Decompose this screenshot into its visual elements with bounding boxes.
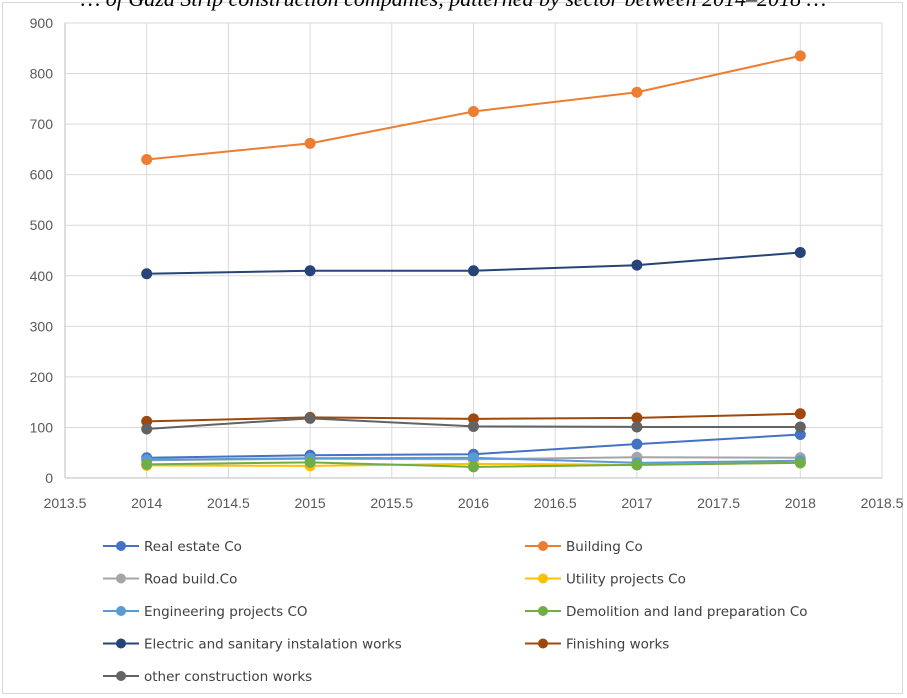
chart-grid	[65, 22, 883, 478]
data-point-demolition-and-land-preparation-co	[631, 459, 643, 471]
legend-entry: Demolition and land preparation Co	[525, 604, 808, 620]
legend-entry: Building Co	[525, 539, 643, 555]
legend-entry: Road build.Co	[103, 572, 237, 588]
legend-label: Engineering projects CO	[144, 604, 308, 620]
x-tick-label: 2015	[295, 495, 326, 511]
data-point-building-co	[468, 105, 479, 117]
data-point-electric-and-sanitary-instalation-works	[794, 247, 806, 259]
data-point-building-co	[794, 50, 806, 62]
legend-label: Finishing works	[566, 637, 669, 653]
x-tick-label: 2013.5	[44, 495, 87, 511]
data-point-other-construction-works	[468, 420, 479, 432]
y-tick-label: 700	[30, 116, 54, 132]
legend-marker	[116, 573, 126, 584]
y-tick-label: 300	[30, 318, 54, 334]
chart-axes	[64, 23, 882, 479]
x-tick-label: 2015.5	[370, 495, 413, 511]
data-point-building-co	[631, 86, 643, 98]
legend-label: Electric and sanitary instalation works	[144, 637, 402, 653]
data-point-demolition-and-land-preparation-co	[141, 458, 153, 470]
legend-marker	[538, 541, 548, 551]
legend: Real estate Co Building Co Road build.Co Ut…	[103, 539, 808, 685]
data-point-electric-and-sanitary-instalation-works	[631, 259, 643, 271]
legend-label: Real estate Co	[144, 539, 242, 555]
legend-marker	[116, 541, 126, 551]
legend-marker	[116, 606, 126, 616]
legend-entry: Electric and sanitary instalation works	[103, 637, 402, 653]
x-tick-label: 2018.5	[861, 495, 904, 511]
data-point-finishing-works	[631, 412, 643, 424]
data-point-building-co	[141, 154, 153, 165]
data-point-other-construction-works	[794, 421, 806, 433]
data-point-electric-and-sanitary-instalation-works	[141, 268, 153, 280]
y-tick-label: 0	[45, 470, 53, 486]
legend-entry: Utility projects Co	[525, 572, 686, 588]
legend-marker	[116, 638, 126, 649]
legend-entry: Engineering projects CO	[103, 604, 308, 620]
y-tick-label: 800	[30, 66, 54, 82]
legend-label: Demolition and land preparation Co	[566, 604, 808, 620]
x-tick-label: 2016	[458, 495, 489, 511]
data-point-building-co	[304, 137, 316, 149]
legend-marker	[538, 573, 548, 584]
legend-entry: Real estate Co	[103, 539, 242, 555]
legend-label: Building Co	[566, 539, 643, 555]
y-tick-label: 200	[30, 369, 54, 385]
legend-entry: Finishing works	[525, 637, 669, 653]
x-tick-label: 2016.5	[534, 495, 577, 511]
x-tick-label: 2017.5	[697, 495, 740, 511]
x-tick-label: 2014.5	[207, 495, 250, 511]
data-point-electric-and-sanitary-instalation-works	[304, 265, 316, 277]
y-tick-label: 900	[30, 15, 54, 31]
legend-marker	[538, 638, 548, 649]
x-tick-label: 2018	[785, 495, 816, 511]
data-point-electric-and-sanitary-instalation-works	[468, 265, 479, 277]
x-tick-label: 2014	[131, 495, 162, 511]
data-point-demolition-and-land-preparation-co	[304, 456, 316, 468]
y-tick-label: 400	[30, 268, 54, 284]
legend-marker	[538, 606, 548, 616]
data-point-other-construction-works	[304, 412, 316, 424]
legend-marker	[116, 671, 126, 681]
data-point-other-construction-works	[631, 421, 643, 433]
legend-entry: other construction works	[103, 669, 312, 685]
data-point-demolition-and-land-preparation-co	[468, 461, 479, 473]
legend-label: Utility projects Co	[566, 572, 686, 588]
data-point-engineering-projects-co	[468, 452, 479, 464]
legend-label: other construction works	[144, 669, 312, 685]
figure-caption: … of Gaza Strip construction companies, …	[0, 0, 907, 12]
y-tick-label: 600	[30, 167, 54, 183]
y-tick-label: 100	[30, 419, 54, 435]
data-point-finishing-works	[794, 408, 806, 420]
tick-labels: 2013.5 2014 2014.5 2015 2015.5 2016 2016.5 2017…	[30, 15, 904, 511]
y-tick-label: 500	[30, 217, 54, 233]
plot-area	[141, 50, 806, 473]
legend-label: Road build.Co	[144, 572, 237, 588]
data-point-other-construction-works	[141, 423, 153, 435]
data-point-real-estate-co	[631, 438, 643, 450]
data-point-demolition-and-land-preparation-co	[794, 457, 806, 469]
x-tick-label: 2017	[621, 495, 652, 511]
